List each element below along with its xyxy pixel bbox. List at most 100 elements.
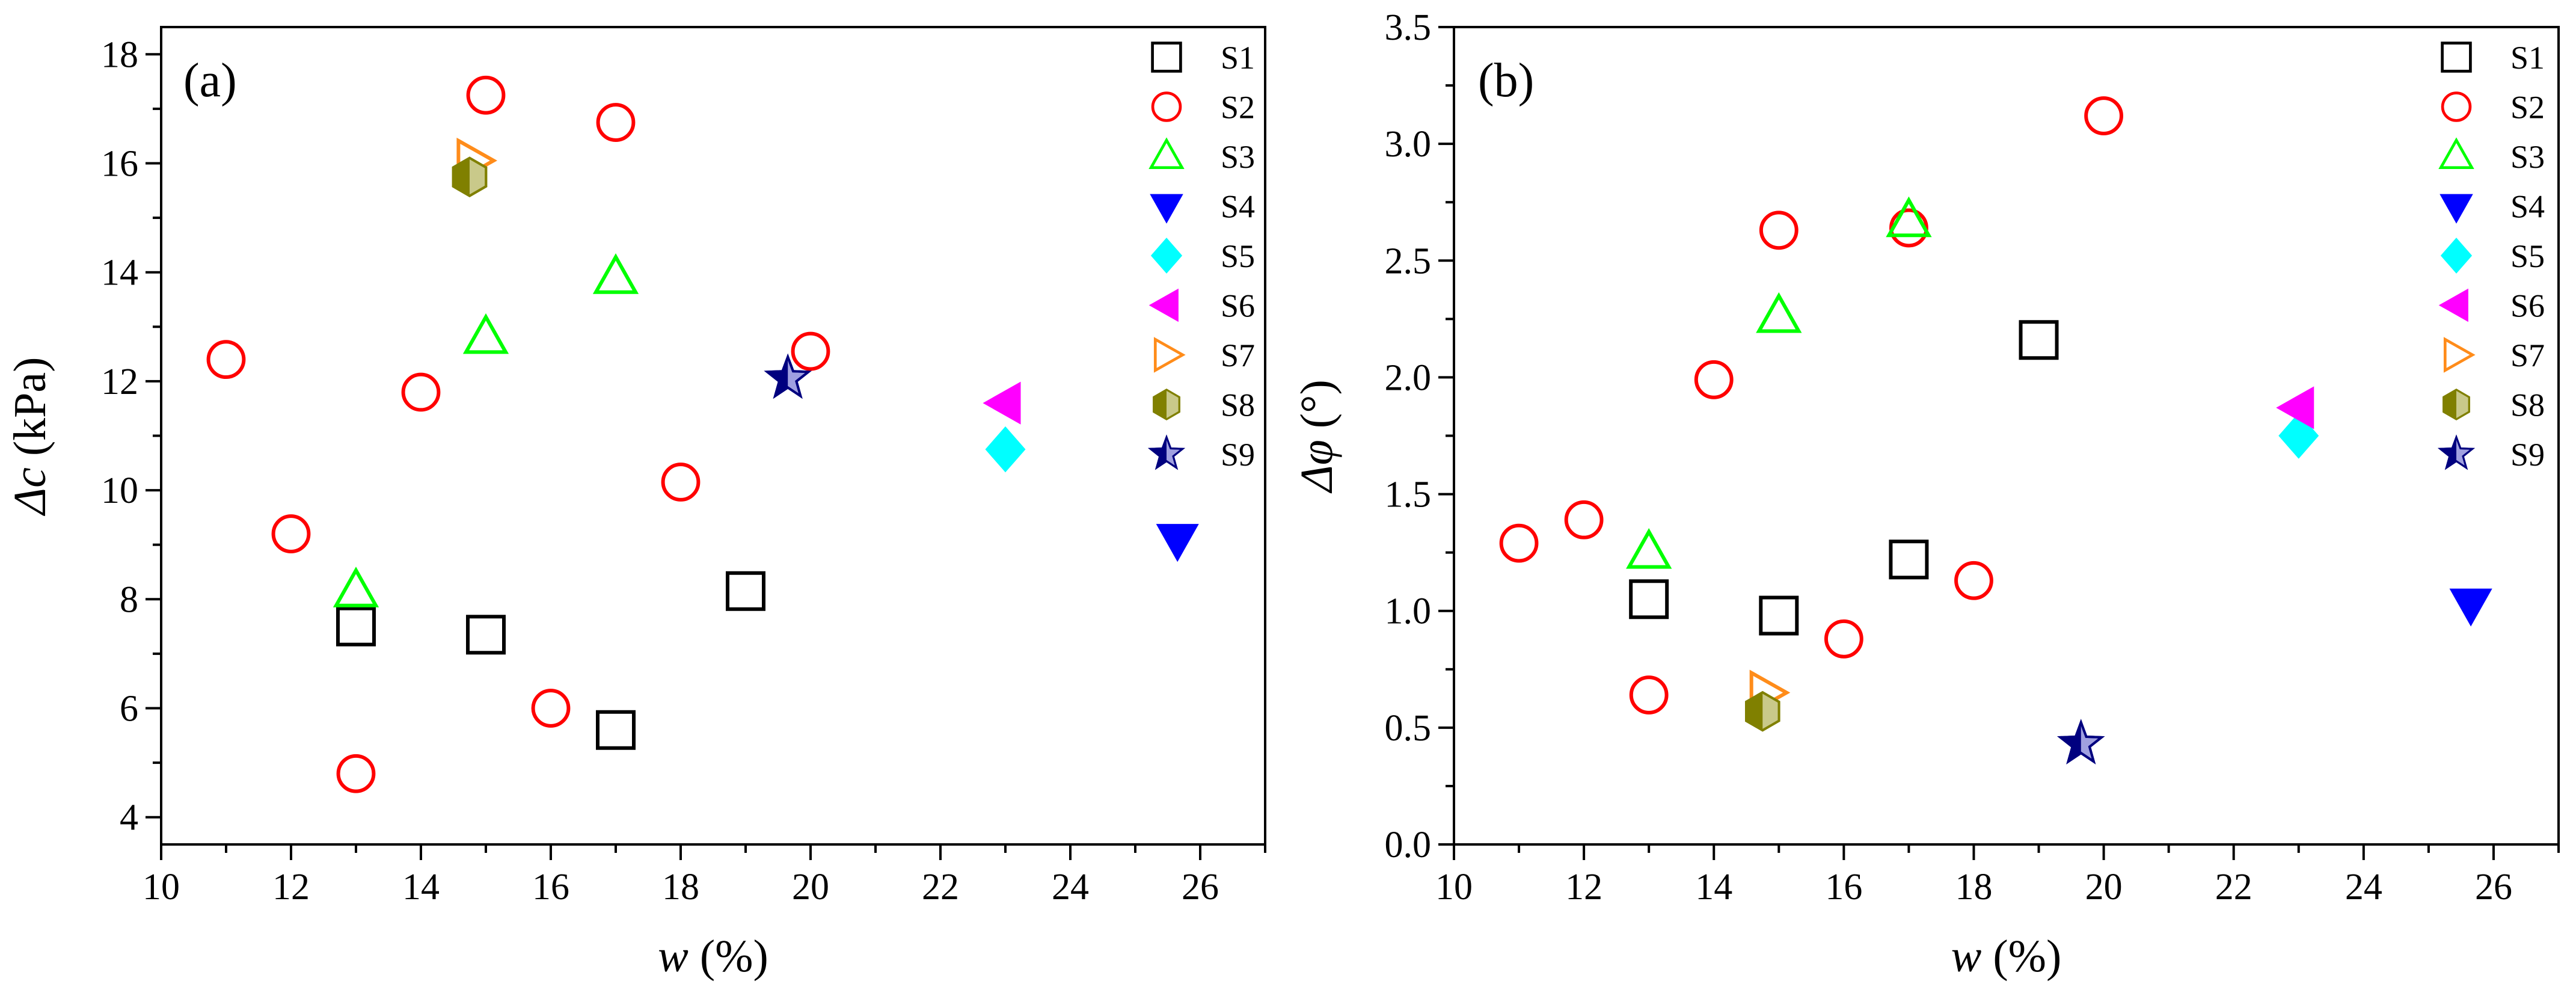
data-point: [1626, 528, 1672, 569]
data-point: [2084, 96, 2123, 135]
series-s1: [336, 571, 765, 750]
y-tick-label: 1.5: [1385, 475, 1432, 515]
y-tick-label: 6: [120, 689, 138, 730]
y-tick-label: 16: [101, 144, 138, 185]
x-tick-label: 10: [1435, 867, 1473, 908]
legend-marker: [1148, 137, 1185, 170]
data-point: [1564, 500, 1604, 540]
chart-panel-b: 10 12 14 16 18 20 22 24 26 0.0 0.5 1.0 1.5 2.0 2.5 3.0 3…: [1292, 7, 2560, 982]
legend-marker: [2440, 194, 2473, 224]
chart-panel-a: 10 12 14 16 18 20 22 24 26 4 6 8 10 12 14 16 18 w (%) Δc (…: [5, 26, 1266, 982]
data-point: [1889, 540, 1929, 580]
legend-marker: [2440, 238, 2473, 274]
series-s3: [1626, 196, 1932, 569]
data-point: [2449, 588, 2492, 627]
series-s2: [1499, 96, 2123, 715]
y-axis-title: Δφ (°): [1292, 380, 1342, 494]
data-point: [1694, 360, 1734, 399]
legend-label: S2: [1221, 90, 1255, 126]
x-tick-label: 14: [1695, 867, 1732, 908]
data-point: [1756, 292, 1802, 333]
series-s5: [985, 426, 1026, 473]
x-tick-label: 18: [1955, 867, 1992, 908]
data-point: [531, 689, 571, 728]
legend-label: S1: [1221, 40, 1255, 76]
x-tick-label: 20: [2085, 867, 2123, 908]
series-s1: [1629, 320, 2059, 636]
x-tick-label: 24: [2345, 867, 2382, 908]
data-point: [452, 156, 488, 197]
legend-label: S8: [2510, 387, 2545, 423]
series-s6: [983, 381, 1021, 425]
data-point: [2276, 386, 2314, 429]
legend-marker: [2438, 288, 2468, 322]
legend-label: S4: [1221, 189, 1255, 225]
data-point: [206, 340, 246, 380]
data-point: [1629, 579, 1669, 619]
x-tick-label: 16: [532, 867, 569, 908]
y-tick-label: 1.0: [1385, 591, 1432, 632]
data-point: [466, 615, 506, 655]
series-s8: [452, 156, 488, 197]
data-point: [764, 353, 812, 399]
legend-marker: [1151, 42, 1182, 73]
x-tick-label: 12: [1565, 867, 1602, 908]
legend-marker: [2438, 137, 2474, 170]
legend-item-s5: S5: [2440, 238, 2545, 274]
data-point: [596, 710, 636, 750]
data-point: [1499, 523, 1539, 563]
data-point: [726, 571, 765, 611]
legend-marker: [2438, 434, 2475, 470]
data-point: [1954, 561, 1993, 600]
series-s4: [2449, 588, 2492, 627]
legend-label: S1: [2510, 40, 2545, 76]
y-tick-label: 8: [120, 579, 138, 620]
plot-frame: [1453, 26, 2560, 846]
legend-item-s6: S6: [1148, 288, 1255, 324]
y-axis-title-symbol: Δc: [5, 467, 55, 516]
data-point: [1629, 675, 1669, 715]
x-tick-label: 22: [922, 867, 959, 908]
legend-marker: [1151, 91, 1182, 122]
x-tick-label: 10: [143, 867, 180, 908]
series-s9: [764, 353, 812, 399]
data-point: [1824, 619, 1863, 659]
legend-label: S5: [1221, 238, 1255, 274]
data-point: [1889, 208, 1928, 248]
panel-label: (a): [183, 54, 237, 107]
y-axis-title-unit: (kPa): [5, 357, 55, 468]
y-tick-label: 0.0: [1385, 825, 1432, 865]
x-axis-title-unit: (%): [688, 931, 768, 982]
legend-label: S3: [1221, 139, 1255, 175]
plot-frame: [160, 26, 1266, 846]
y-tick-label: 10: [101, 470, 138, 511]
x-tick-label: 14: [402, 867, 440, 908]
legend: S1 S2 S3 S4 S5 S6 S7 S8 S9: [1148, 40, 1255, 473]
legend-label: S8: [1221, 387, 1255, 423]
x-tick-label: 18: [662, 867, 699, 908]
x-tick-label: 26: [2475, 867, 2512, 908]
legend-label: S5: [2510, 238, 2545, 274]
data-point: [661, 463, 701, 502]
legend-marker: [1148, 288, 1179, 322]
legend-item-s7: S7: [1153, 337, 1255, 374]
legend-label: S9: [2510, 437, 2545, 473]
x-tick-label: 22: [2215, 867, 2252, 908]
legend-item-s3: S3: [1148, 137, 1255, 175]
legend-item-s3: S3: [2438, 137, 2545, 175]
y-tick-label: 18: [101, 34, 138, 75]
legend-item-s9: S9: [1148, 434, 1255, 473]
legend-label: S7: [1221, 337, 1255, 374]
series-s6: [2276, 386, 2314, 429]
data-point: [983, 381, 1021, 425]
legend-label: S6: [1221, 288, 1255, 324]
series-s2: [206, 75, 830, 793]
legend-item-s7: S7: [2443, 337, 2545, 374]
legend-label: S7: [2510, 337, 2545, 374]
legend-item-s2: S2: [2441, 90, 2545, 126]
series-s4: [1156, 524, 1199, 562]
data-point: [333, 567, 379, 607]
y-tick-label: 3.5: [1385, 7, 1432, 48]
y-tick-label: 14: [101, 253, 138, 294]
